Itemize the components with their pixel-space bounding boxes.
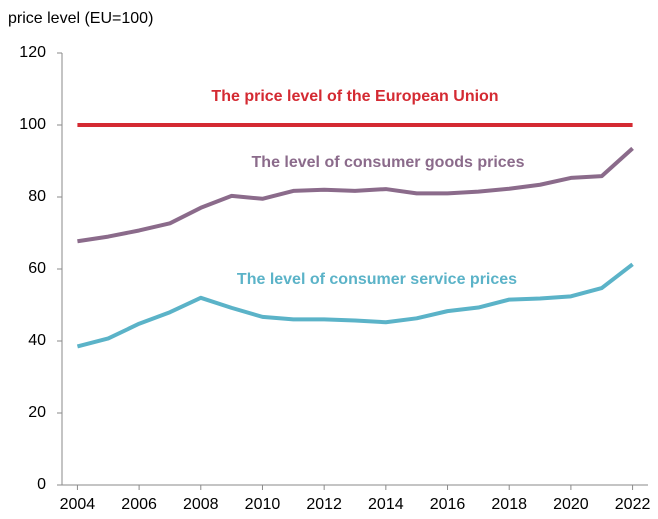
x-tick-label: 2022 bbox=[615, 496, 651, 513]
y-tick-label: 20 bbox=[28, 404, 46, 421]
series-line bbox=[76, 262, 634, 349]
series-label: The level of consumer goods prices bbox=[252, 154, 525, 171]
series-label: The level of consumer service prices bbox=[237, 271, 517, 288]
series-label: The price level of the European Union bbox=[211, 88, 498, 105]
x-tick-label: 2004 bbox=[60, 496, 96, 513]
x-tick-label: 2016 bbox=[430, 496, 466, 513]
x-tick-label: 2006 bbox=[121, 496, 157, 513]
y-tick-label: 120 bbox=[19, 44, 46, 61]
x-tick-label: 2020 bbox=[553, 496, 589, 513]
y-tick-label: 100 bbox=[19, 116, 46, 133]
y-tick-label: 40 bbox=[28, 332, 46, 349]
series-line bbox=[77, 146, 634, 244]
x-tick-label: 2008 bbox=[183, 496, 219, 513]
x-tick-label: 2014 bbox=[368, 496, 404, 513]
y-axis-label: price level (EU=100) bbox=[8, 10, 153, 27]
x-tick-label: 2018 bbox=[491, 496, 527, 513]
y-tick-label: 60 bbox=[28, 260, 46, 277]
x-tick-label: 2012 bbox=[306, 496, 342, 513]
y-tick-label: 80 bbox=[28, 188, 46, 205]
x-tick-label: 2010 bbox=[245, 496, 281, 513]
y-tick-label: 0 bbox=[37, 476, 46, 493]
